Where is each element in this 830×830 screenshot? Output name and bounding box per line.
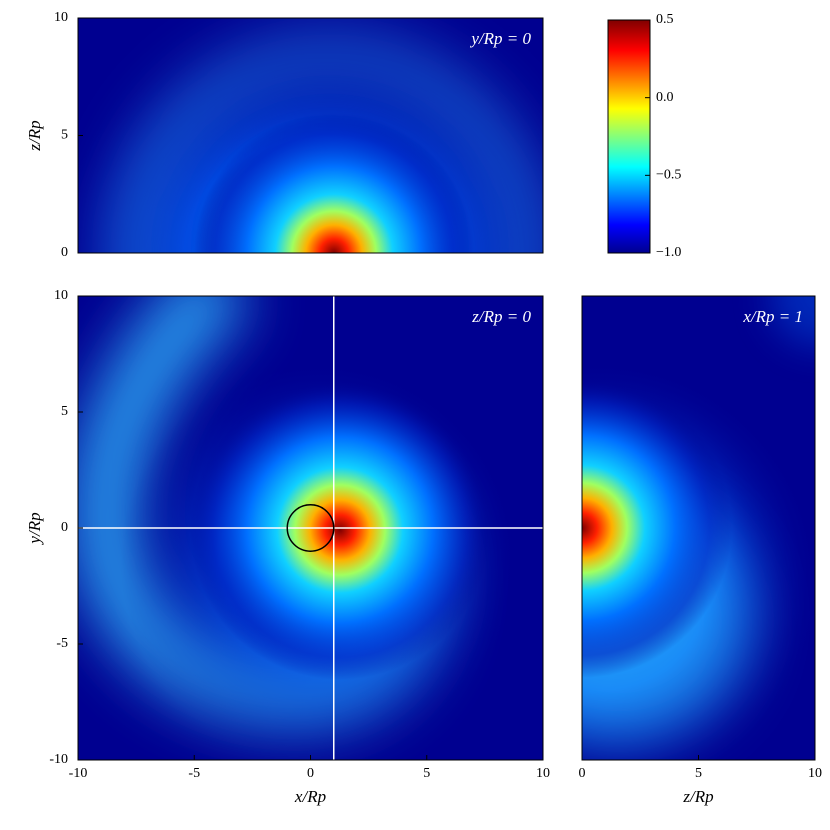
x-tick-label: 10	[808, 766, 822, 781]
y-tick-label: -10	[49, 752, 68, 767]
x-axis-label: x/Rp	[294, 787, 326, 806]
colorbar-tick-label: 0.0	[656, 90, 674, 105]
x-axis-label: z/Rp	[682, 787, 713, 806]
panel-annotation: z/Rp = 0	[471, 307, 531, 326]
x-tick-label: -10	[69, 766, 88, 781]
y-tick-label: 5	[61, 404, 68, 419]
colorbar-tick-label: 0.5	[656, 12, 674, 27]
panel-annotation: y/Rp = 0	[469, 29, 531, 48]
x-tick-label: 5	[423, 766, 430, 781]
y-tick-label: 10	[54, 10, 68, 25]
y-axis-label: z/Rp	[25, 120, 44, 151]
x-tick-label: -5	[188, 766, 200, 781]
y-tick-label: 0	[61, 245, 68, 260]
colorbar-tick-label: −1.0	[656, 245, 681, 260]
x-tick-label: 10	[536, 766, 550, 781]
heatmap-image	[582, 296, 815, 760]
x-tick-label: 0	[307, 766, 314, 781]
y-tick-label: 0	[61, 520, 68, 535]
planet	[286, 504, 335, 552]
y-tick-label: 5	[61, 128, 68, 143]
panel-annotation: x/Rp = 1	[742, 307, 803, 326]
x-tick-label: 0	[579, 766, 586, 781]
y-axis-label: y/Rp	[25, 512, 44, 545]
y-tick-label: -5	[56, 636, 68, 651]
y-tick-label: 10	[54, 288, 68, 303]
heatmap-image	[78, 296, 543, 760]
colorbar-tick-label: −0.5	[656, 168, 681, 183]
heatmap-image	[78, 18, 543, 253]
x-tick-label: 5	[695, 766, 702, 781]
colorbar	[607, 19, 651, 254]
